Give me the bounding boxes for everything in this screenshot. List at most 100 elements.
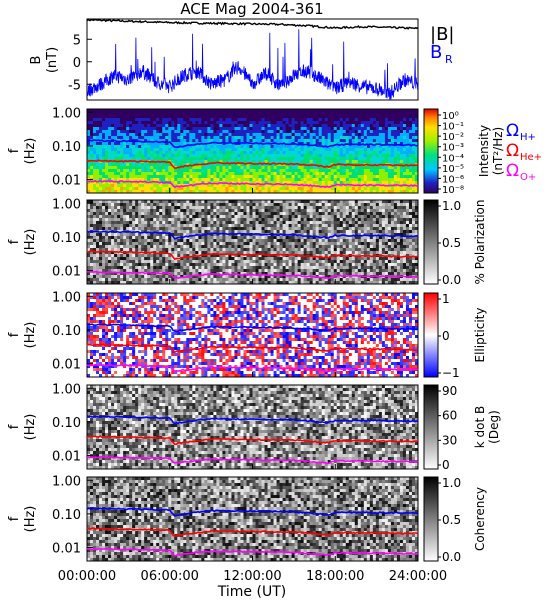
spectrogram-cell [123, 242, 127, 246]
spectrogram-cell [297, 130, 302, 134]
spectrogram-cell [138, 263, 142, 267]
spectrogram-cell [285, 157, 290, 161]
spectrogram-cell [324, 187, 329, 191]
spectrogram-cell [198, 136, 202, 140]
spectrogram-cell [330, 175, 335, 179]
spectrogram-cell [249, 224, 253, 228]
spectrogram-cell [285, 187, 290, 191]
spectrogram-cell [114, 154, 118, 158]
spectrogram-cell [102, 224, 106, 228]
spectrogram-cell [204, 115, 208, 119]
spectrogram-cell [315, 166, 320, 170]
spectrogram-cell [273, 154, 277, 158]
spectrogram-cell [375, 124, 380, 128]
spectrogram-cell [216, 215, 220, 219]
spectrogram-cell [150, 154, 154, 158]
spectrogram-cell [183, 206, 187, 210]
spectrogram-cell [96, 130, 100, 134]
spectrogram-cell [147, 272, 151, 276]
spectrogram-cell [321, 118, 326, 122]
spectrogram-cell [138, 154, 142, 158]
spectrogram-cell [180, 248, 184, 252]
spectrogram-cell [228, 206, 232, 210]
spectrogram-cell [114, 251, 118, 255]
spectrogram-cell [387, 124, 392, 128]
spectrogram-cell [135, 257, 139, 261]
spectrogram-cell [255, 263, 259, 267]
spectrogram-cell [285, 221, 290, 225]
spectrogram-cell [300, 148, 305, 152]
spectrogram-cell [234, 251, 238, 255]
spectrogram-cell [243, 145, 247, 149]
spectrogram-cell [261, 157, 265, 161]
spectrogram-cell [141, 148, 145, 152]
spectrogram-cell [288, 133, 293, 137]
spectrogram-cell [207, 206, 211, 210]
spectrogram-cell [408, 157, 413, 161]
spectrogram-cell [273, 181, 277, 185]
spectrogram-cell [267, 218, 271, 222]
spectrogram-cell [363, 112, 368, 116]
spectrogram-cell [93, 115, 97, 119]
spectrogram-cell [126, 239, 130, 243]
spectrogram-cell [186, 269, 190, 273]
spectrogram-cell [156, 127, 160, 131]
spectrogram-cell [387, 112, 392, 116]
spectrogram-cell [249, 221, 253, 225]
spectrogram-cell [189, 251, 193, 255]
spectrogram-cell [372, 160, 377, 164]
spectrogram-cell [225, 218, 229, 222]
spectrogram-cell [147, 163, 151, 167]
spectrogram-cell [228, 115, 232, 119]
spectrogram-cell [345, 148, 350, 152]
spectrogram-cell [93, 254, 97, 258]
spectrogram-cell [189, 272, 193, 276]
spectrogram-cell [144, 178, 148, 182]
spectrogram-cell [204, 184, 208, 188]
spectrogram-cell [105, 263, 109, 267]
spectrogram-cell [315, 178, 320, 182]
spectrogram-cell [357, 187, 362, 191]
spectrogram-cell [162, 233, 166, 237]
spectrogram-cell [168, 221, 172, 225]
spectrogram-cell [264, 169, 268, 173]
spectrogram-cell [105, 130, 109, 134]
spectrogram-cell [171, 157, 175, 161]
spectrogram-cell [87, 221, 91, 225]
spectrogram-cell [195, 206, 199, 210]
spectrogram-cell [387, 172, 392, 176]
spectrogram-cell [273, 245, 277, 249]
spectrogram-cell [318, 115, 323, 119]
spectrogram-cell [261, 257, 265, 261]
spectrogram-cell [249, 184, 253, 188]
spectrogram-cell [273, 139, 277, 143]
spectrogram-cell [147, 266, 151, 270]
spectrogram-cell [408, 148, 413, 152]
spectrogram-cell [300, 139, 305, 143]
spectrogram-cell [129, 248, 133, 252]
spectrogram-cell [258, 169, 262, 173]
spectrogram-cell [189, 121, 193, 125]
spectrogram-cell [105, 227, 109, 231]
spectrogram-cell [108, 178, 112, 182]
spectrogram-cell [189, 242, 193, 246]
spectrogram-cell [228, 130, 232, 134]
spectrogram-cell [291, 148, 296, 152]
spectrogram-cell [222, 227, 226, 231]
spectrogram-cell [159, 212, 163, 216]
spectrogram-cell [144, 200, 148, 204]
spectrogram-cell [186, 224, 190, 228]
spectrogram-cell [195, 187, 199, 191]
spectrogram-cell [198, 248, 202, 252]
spectrogram-cell [243, 157, 247, 161]
spectrogram-cell [342, 139, 347, 143]
spectrogram-cell [102, 145, 106, 149]
spectrogram-cell [129, 245, 133, 249]
spectrogram-cell [90, 166, 94, 170]
spectrogram-cell [264, 124, 268, 128]
spectrogram-cell [243, 175, 247, 179]
spectrogram-cell [144, 130, 148, 134]
spectrogram-cell [195, 248, 199, 252]
spectrogram-cell [132, 184, 136, 188]
spectrogram-cell [267, 133, 271, 137]
